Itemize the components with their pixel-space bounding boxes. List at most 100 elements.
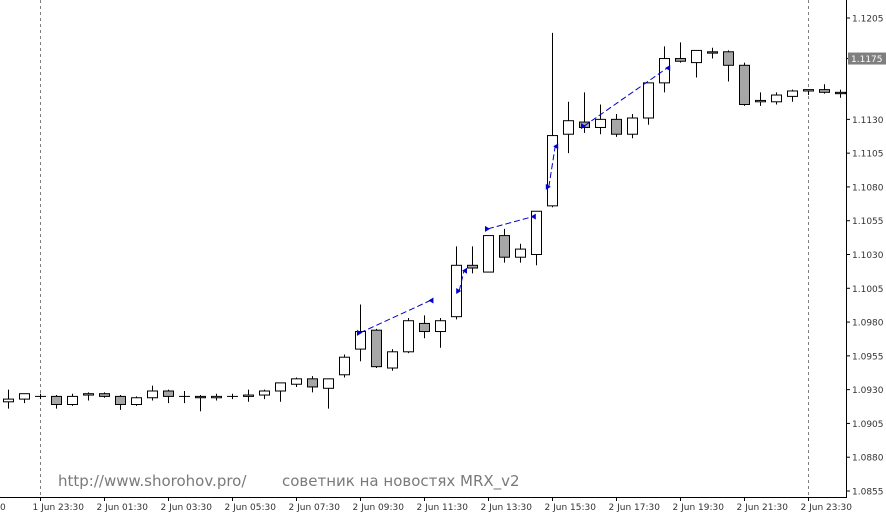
trade-line — [581, 65, 671, 130]
trade-entry-arrow — [357, 329, 362, 336]
candle — [675, 42, 686, 63]
candle-body — [371, 329, 382, 368]
candle — [707, 47, 718, 59]
candle-body — [643, 82, 654, 119]
candle — [467, 246, 478, 274]
candle — [307, 376, 318, 393]
candle — [99, 392, 110, 398]
candle-body — [707, 51, 718, 54]
candle-body — [723, 51, 734, 66]
trade-line-segment — [583, 67, 668, 127]
candle — [451, 246, 462, 320]
candle — [51, 395, 62, 409]
trade-line — [545, 143, 559, 190]
y-tick-label: 1.0905 — [852, 420, 884, 430]
candle-body — [115, 395, 126, 406]
y-tick-label: 1.1105 — [852, 150, 884, 160]
candle — [323, 378, 334, 409]
watermark-text: советник на новостях MRX_v2 — [282, 472, 520, 491]
candle-body — [19, 393, 30, 400]
x-tick-label: 2 Jun 21:30 — [737, 503, 789, 512]
trade-exit-arrow — [462, 267, 467, 274]
candle — [435, 318, 446, 348]
candle-body — [83, 393, 94, 396]
candle-body — [355, 331, 366, 350]
candle — [115, 395, 126, 410]
candle-body — [243, 394, 254, 397]
candle-body — [211, 395, 222, 399]
candle-body — [563, 120, 574, 135]
candle — [755, 92, 766, 106]
x-tick-label: 2 Jun 03:30 — [161, 503, 213, 512]
trade-exit-arrow — [553, 143, 559, 150]
candle — [627, 113, 638, 139]
candle-body — [147, 390, 158, 399]
trade-line — [357, 297, 434, 336]
candle — [563, 101, 574, 154]
current-price-box — [848, 52, 886, 65]
candle-body — [387, 351, 398, 369]
y-tick-label: 1.1205 — [852, 15, 884, 25]
candle — [531, 210, 542, 266]
y-tick-label: 1.1130 — [852, 116, 884, 126]
x-tick-label: 2 Jun 11:30 — [417, 503, 469, 512]
trade-exit-arrow — [530, 213, 536, 220]
candle-body — [515, 248, 526, 258]
trade-line-segment — [487, 216, 533, 230]
candle — [387, 349, 398, 371]
candle-body — [483, 235, 494, 273]
candle — [275, 382, 286, 402]
candle — [211, 393, 222, 401]
candle — [227, 393, 238, 400]
candle — [547, 32, 558, 208]
trade-lines-group — [357, 65, 671, 336]
candle — [243, 389, 254, 402]
candle — [83, 392, 94, 401]
candle — [179, 390, 190, 404]
candle — [691, 49, 702, 78]
trade-entry-arrow — [485, 225, 490, 232]
candle-body — [419, 322, 430, 333]
candle-body — [739, 64, 750, 105]
candle-body — [675, 58, 686, 62]
candle-body — [627, 117, 638, 135]
candle — [723, 50, 734, 82]
trade-line-segment — [548, 146, 556, 188]
y-tick-label: 1.0980 — [852, 319, 884, 329]
current-price-label: 1.1175 — [851, 55, 883, 65]
candle — [259, 389, 270, 400]
y-tick-label: 1.0930 — [852, 386, 884, 396]
candles-group — [3, 32, 846, 412]
trade-entry-arrow — [581, 123, 586, 130]
x-tick-label: 2 Jun 05:30 — [225, 503, 277, 512]
candle-body — [435, 320, 446, 333]
trade-exit-arrow — [665, 65, 671, 72]
candle-body — [467, 264, 478, 269]
x-tick-label: 2 Jun 07:30 — [289, 503, 341, 512]
x-tick-label: 2 Jun 17:30 — [609, 503, 661, 512]
candle-body — [611, 118, 622, 135]
trade-line — [485, 213, 536, 232]
candle-body — [547, 135, 558, 207]
candle — [19, 393, 30, 404]
candle-body — [819, 89, 830, 93]
candle-body — [595, 118, 606, 128]
candle — [291, 377, 302, 387]
candle — [819, 84, 830, 94]
candle — [131, 396, 142, 406]
price-axis-ticks: 1.1205 1.1175 1.1130 1.1105 1.1080 1.1055 1.10… — [846, 15, 884, 498]
watermark-url: http://www.shorohov.pro/ — [58, 472, 247, 490]
candle — [371, 328, 382, 369]
trade-entry-arrow — [456, 287, 462, 294]
time-axis-ticks: 0 1 Jun 23:30 2 Jun 01:30 2 Jun 03:30 2 Jun … — [0, 497, 852, 512]
candle — [611, 113, 622, 137]
candle — [147, 385, 158, 401]
candle-body — [195, 395, 206, 399]
candle-body — [323, 378, 334, 389]
candle-body — [275, 382, 286, 392]
candle-body — [339, 356, 350, 376]
candle-body — [307, 378, 318, 388]
trade-exit-arrow — [428, 297, 434, 304]
candle-body — [99, 393, 110, 397]
candle — [643, 82, 654, 125]
